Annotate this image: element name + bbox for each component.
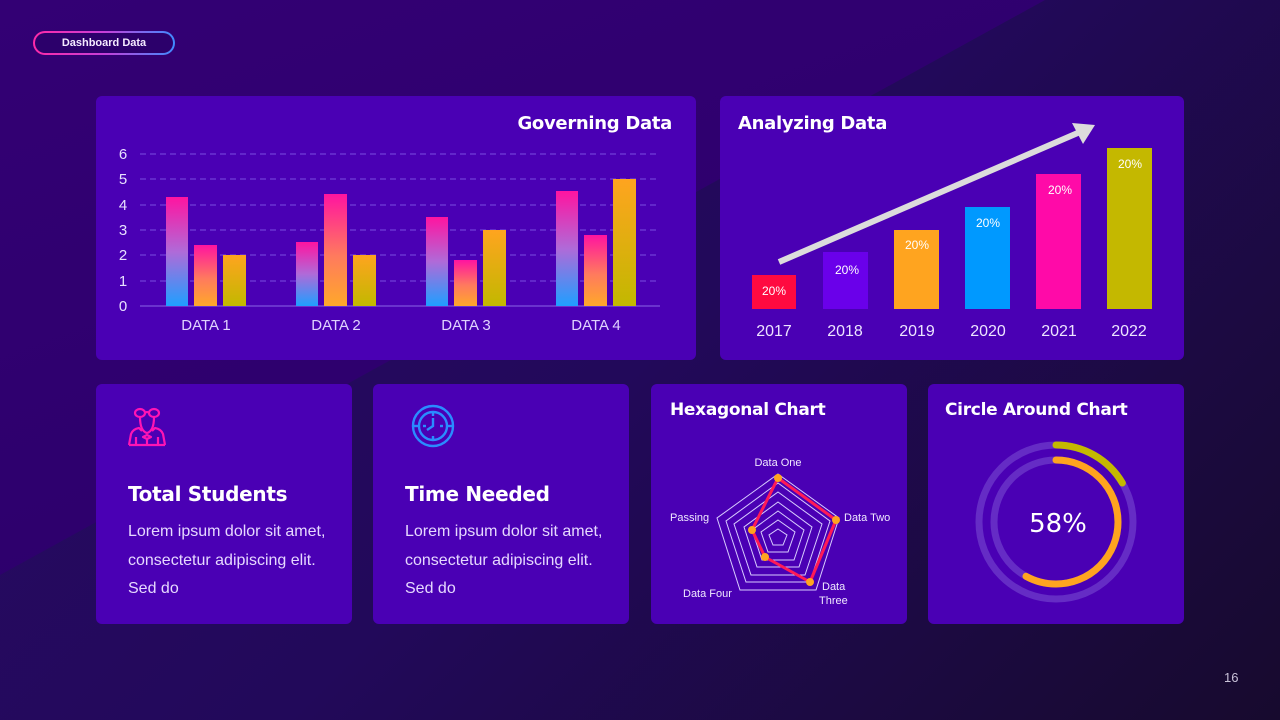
governing-data-title: Governing Data xyxy=(517,113,672,134)
bar-2019 xyxy=(894,230,939,309)
circle-chart-title: Circle Around Chart xyxy=(945,400,1128,420)
y-tick: 2 xyxy=(119,247,127,264)
axis-label: Data xyxy=(822,581,846,593)
inner-ring-progress xyxy=(990,456,1122,588)
bar-value-label: 20% xyxy=(762,284,786,298)
bar-2017 xyxy=(752,275,796,309)
axis-label: Data Two xyxy=(844,512,890,524)
clock-icon xyxy=(411,404,455,448)
bar xyxy=(223,255,246,306)
analyzing-data-card: Analyzing Data 20% 20% 20% 20% 20% 20% 2… xyxy=(720,96,1184,360)
page-number: 16 xyxy=(1224,670,1239,685)
bar xyxy=(194,245,217,306)
year-label: 2022 xyxy=(1111,323,1147,340)
axis-label: Passing xyxy=(670,512,709,524)
bar xyxy=(166,197,188,306)
progress-value: 58% xyxy=(1029,509,1087,539)
y-tick: 3 xyxy=(119,222,127,239)
bar-value-label: 20% xyxy=(1118,157,1142,171)
radar-chart: Data One Data Two Data Three Data Four P… xyxy=(670,457,890,607)
governing-bar-chart: 6 5 4 3 2 1 0 DATA 1 DATA 2 DATA 3 DATA … xyxy=(119,146,660,334)
y-tick: 5 xyxy=(119,171,127,188)
bar-2022 xyxy=(1107,148,1152,309)
y-tick: 0 xyxy=(119,298,127,315)
bar xyxy=(296,242,318,306)
analyzing-data-title: Analyzing Data xyxy=(738,113,888,134)
dashboard-badge: Dashboard Data xyxy=(33,31,175,55)
radar-point xyxy=(832,516,840,524)
axis-label: Three xyxy=(819,595,848,607)
year-label: 2019 xyxy=(899,323,935,340)
time-needed-description: Lorem ipsum dolor sit amet, consectetur … xyxy=(405,523,603,597)
axis-label: Data Four xyxy=(683,588,732,600)
hexagonal-chart-title: Hexagonal Chart xyxy=(670,400,826,420)
analyzing-bar-chart: 20% 20% 20% 20% 20% 20% 2017 2018 2019 2… xyxy=(752,123,1152,340)
year-label: 2017 xyxy=(756,323,792,340)
total-students-description: Lorem ipsum dolor sit amet, consectetur … xyxy=(128,523,326,597)
bar xyxy=(353,255,376,306)
hexagonal-chart-card: Hexagonal Chart Data One Data Two Data T… xyxy=(651,384,907,624)
radar-point xyxy=(774,474,782,482)
governing-data-card: Governing Data 6 5 4 3 xyxy=(96,96,696,360)
bar-value-label: 20% xyxy=(835,263,859,277)
y-tick: 1 xyxy=(119,273,127,290)
x-label: DATA 3 xyxy=(441,317,490,334)
bar xyxy=(584,235,607,306)
bar xyxy=(613,179,636,306)
student-icon xyxy=(127,407,167,447)
x-label: DATA 4 xyxy=(571,317,620,334)
year-label: 2020 xyxy=(970,323,1006,340)
bar xyxy=(556,191,578,306)
year-label: 2018 xyxy=(827,323,863,340)
bar-2021 xyxy=(1036,174,1081,309)
radar-point xyxy=(748,526,756,534)
y-tick: 6 xyxy=(119,146,127,163)
year-label: 2021 xyxy=(1041,323,1077,340)
outer-ring-progress xyxy=(975,441,1137,603)
radar-series xyxy=(750,476,838,584)
grid-lines xyxy=(140,153,660,282)
bar-value-label: 20% xyxy=(1048,183,1072,197)
bar-2020 xyxy=(965,207,1010,309)
bar xyxy=(426,217,448,306)
x-label: DATA 2 xyxy=(311,317,360,334)
circle-chart-card: Circle Around Chart 58% xyxy=(928,384,1184,624)
total-students-title: Total Students xyxy=(128,482,288,506)
bar-2018 xyxy=(823,252,868,309)
bar xyxy=(454,260,477,306)
bar xyxy=(324,194,347,306)
x-label: DATA 1 xyxy=(181,317,230,334)
dashboard-badge-label: Dashboard Data xyxy=(35,33,173,53)
trend-arrow-icon xyxy=(777,123,1095,265)
progress-ring-chart: 58% xyxy=(975,441,1137,603)
time-needed-card: Time Needed Lorem ipsum dolor sit amet, … xyxy=(373,384,629,624)
bar-value-label: 20% xyxy=(976,216,1000,230)
radar-point xyxy=(761,553,769,561)
axis-label: Data One xyxy=(754,457,801,469)
bar-value-label: 20% xyxy=(905,238,929,252)
y-tick: 4 xyxy=(119,197,127,214)
total-students-card: Total Students Lorem ipsum dolor sit ame… xyxy=(96,384,352,624)
bar xyxy=(483,230,506,306)
time-needed-title: Time Needed xyxy=(405,482,550,506)
radar-point xyxy=(806,578,814,586)
